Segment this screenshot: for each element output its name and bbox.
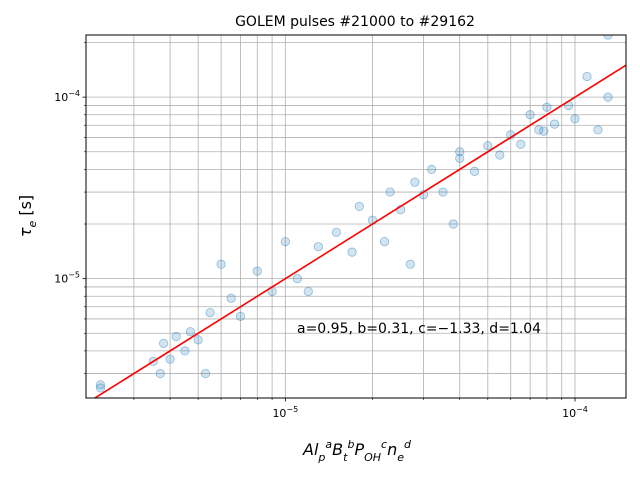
data-point <box>171 331 181 342</box>
data-point <box>603 35 613 40</box>
data-point <box>155 368 165 379</box>
data-point <box>292 274 302 284</box>
data-point <box>427 164 437 174</box>
data-point <box>469 166 480 176</box>
data-point <box>410 177 420 187</box>
data-point <box>385 187 395 197</box>
data-point <box>347 247 357 257</box>
data-point <box>603 92 613 102</box>
data-point <box>582 71 592 82</box>
data-point <box>252 266 262 276</box>
data-point <box>354 201 364 212</box>
data-point <box>165 354 175 364</box>
data-point <box>379 237 390 247</box>
svg-text:AlpaBtbPOHcned: AlpaBtbPOHcned <box>302 438 412 464</box>
data-point <box>483 141 493 151</box>
y-tick-label: 10−4 <box>54 89 80 104</box>
axis-ticks: 10−5 10−4 10−5 10−4 <box>54 42 588 420</box>
data-point <box>313 242 323 252</box>
data-point <box>534 125 544 135</box>
x-tick-label: 10−4 <box>562 405 588 420</box>
data-point <box>448 219 458 229</box>
data-point <box>200 368 211 379</box>
data-point <box>525 110 535 120</box>
data-point <box>216 259 226 269</box>
data-point <box>235 311 246 321</box>
data-point <box>331 227 341 237</box>
svg-text:τe [s]: τe [s] <box>16 195 39 237</box>
chart-title: GOLEM pulses #21000 to #29162 <box>235 14 475 30</box>
grid-layer <box>86 35 626 398</box>
data-point <box>570 114 580 124</box>
data-point <box>593 125 603 135</box>
y-tick-label: 10−5 <box>54 271 80 286</box>
data-point <box>405 259 415 269</box>
data-point <box>159 338 169 348</box>
data-points <box>95 35 613 393</box>
data-point <box>226 293 236 303</box>
data-point <box>193 335 203 345</box>
data-point <box>455 147 465 157</box>
fit-line <box>93 64 626 398</box>
data-point <box>516 139 526 149</box>
x-axis-label: AlpaBtbPOHcned <box>302 438 412 464</box>
fit-line-layer <box>93 64 626 398</box>
data-point <box>95 383 106 393</box>
data-point <box>539 126 549 136</box>
data-point <box>542 102 552 112</box>
y-axis-label: τe [s] <box>16 195 39 237</box>
data-point <box>280 237 290 247</box>
data-point <box>438 187 448 197</box>
data-point <box>549 119 560 129</box>
fit-annotation: a=0.95, b=0.31, c=−1.33, d=1.04 <box>297 321 541 337</box>
x-tick-label: 10−5 <box>272 405 298 420</box>
data-point <box>185 327 195 337</box>
data-point <box>205 308 215 318</box>
plot-frame <box>85 34 627 399</box>
data-point <box>95 380 106 390</box>
data-point <box>495 150 505 160</box>
data-point <box>455 153 465 163</box>
data-point <box>303 286 313 297</box>
data-point <box>180 346 190 356</box>
